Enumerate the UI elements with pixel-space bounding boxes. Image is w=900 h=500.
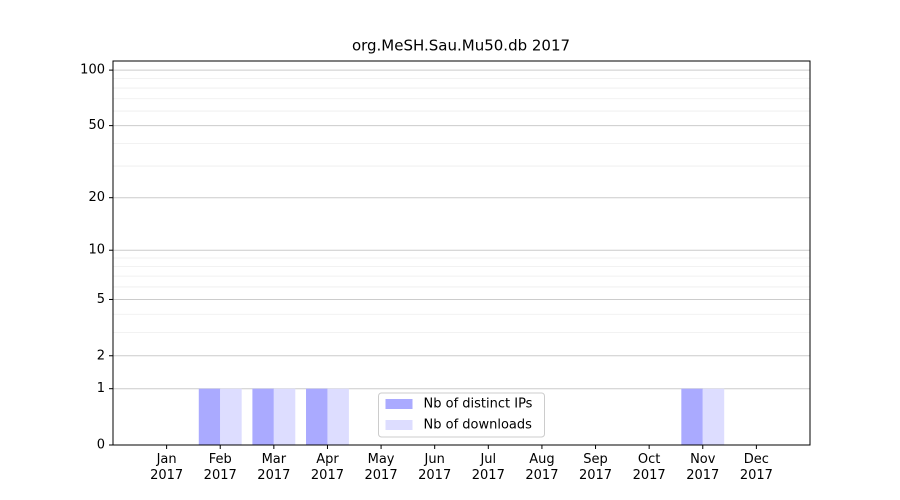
y-tick-label: 10 — [88, 243, 105, 258]
y-tick-label: 20 — [88, 190, 105, 205]
y-tick-label: 100 — [80, 63, 105, 78]
bar — [273, 388, 296, 445]
x-tick-label: Oct 2017 — [632, 452, 666, 483]
plot-frame — [112, 60, 811, 446]
legend-swatch — [385, 420, 413, 430]
x-tick-label: Dec 2017 — [739, 452, 773, 483]
y-tick-label: 2 — [97, 348, 105, 363]
legend-label: Nb of downloads — [424, 418, 533, 433]
x-tick-label: Jan 2017 — [150, 452, 184, 483]
bar — [220, 388, 242, 445]
x-tick-label: Jun 2017 — [418, 452, 452, 483]
x-tick-label: Sep 2017 — [578, 452, 613, 483]
bar — [198, 388, 221, 445]
bar — [327, 388, 349, 445]
bar — [306, 388, 328, 445]
legend: Nb of distinct IPs Nb of downloads — [378, 392, 545, 438]
y-tick-label: 50 — [88, 118, 105, 133]
y-tick-label: 0 — [97, 438, 105, 453]
bar — [702, 388, 725, 445]
x-tick-label: Jul 2017 — [471, 452, 505, 483]
bar — [252, 388, 274, 445]
legend-swatch — [385, 399, 413, 409]
chart-title: org.MeSH.Sau.Mu50.db 2017 — [352, 37, 570, 55]
x-tick-label: Apr 2017 — [310, 452, 344, 483]
x-tick-label: May 2017 — [364, 452, 398, 483]
y-tick-label: 5 — [97, 292, 105, 307]
bar — [681, 388, 703, 445]
legend-label: Nb of distinct IPs — [424, 397, 533, 412]
x-tick-label: Feb 2017 — [203, 452, 237, 483]
legend-frame — [378, 392, 545, 438]
x-tick-label: Aug 2017 — [525, 452, 559, 483]
x-tick-label: Mar 2017 — [257, 452, 291, 483]
x-tick-label: Nov 2017 — [686, 452, 720, 483]
y-tick-label: 1 — [97, 381, 105, 396]
